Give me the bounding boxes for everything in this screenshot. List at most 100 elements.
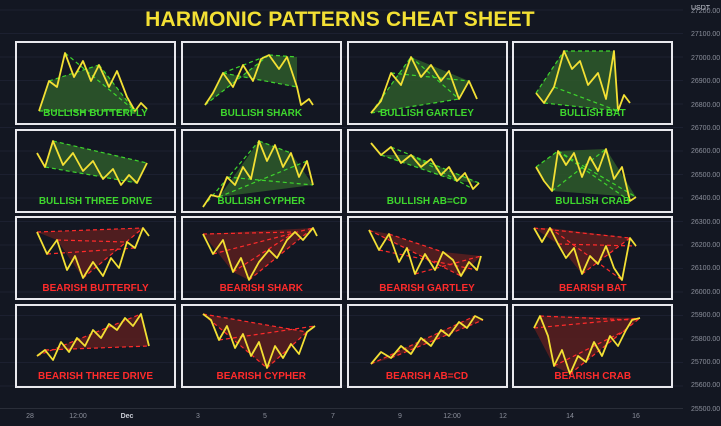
pattern-label: BULLISH BAT	[559, 108, 626, 119]
time-axis[interactable]: 28 12:00 Dec 3 5 7 9 12:00 12 14 16	[0, 408, 683, 426]
pattern-dashed-line	[540, 314, 633, 321]
price-tick: 25500.00	[691, 405, 721, 413]
pattern-dashed-line	[558, 243, 637, 247]
price-line	[533, 314, 641, 375]
pattern-dashed-line	[380, 153, 457, 182]
pattern-chart	[36, 139, 148, 186]
pattern-label: BULLISH BUTTERFLY	[43, 108, 148, 119]
price-tick: 27200.00	[691, 8, 721, 15]
pattern-fill	[202, 313, 307, 368]
price-line	[535, 147, 637, 202]
pattern-fill	[534, 228, 631, 274]
pattern-dashed-line	[218, 324, 315, 341]
time-tick: 12:00	[443, 413, 461, 420]
pattern-dashed-line	[569, 317, 641, 374]
pattern-label: BEARISH BUTTERFLY	[42, 283, 149, 294]
pattern-dashed-line	[44, 344, 150, 351]
pattern-chart	[38, 52, 148, 112]
pattern-cell: BULLISH AB=CD	[346, 128, 508, 213]
pattern-label: BEARISH BAT	[558, 283, 627, 294]
pattern-label: BULLISH GARTLEY	[380, 108, 474, 119]
price-tick: 27100.00	[691, 31, 721, 39]
pattern-chart	[202, 312, 316, 369]
price-tick: 26300.00	[691, 218, 721, 226]
pattern-chart	[36, 227, 150, 279]
price-line	[36, 227, 150, 279]
price-tick: 26000.00	[691, 288, 721, 296]
pattern-dashed-line	[52, 139, 148, 164]
price-line	[201, 227, 318, 281]
price-line	[369, 56, 478, 114]
pattern-label: BEARISH AB=CD	[385, 370, 469, 382]
page-title: HARMONIC PATTERNS CHEAT SHEET	[145, 8, 535, 31]
pattern-dashed-line	[36, 227, 144, 233]
pattern-cell: BEARISH THREE DRIVE	[15, 303, 176, 388]
pattern-fill	[536, 148, 637, 197]
price-tick: 26700.00	[691, 125, 721, 132]
pattern-fill	[368, 230, 481, 276]
time-tick: 28	[26, 413, 34, 420]
pattern-cell: BULLISH CRAB	[512, 128, 674, 213]
pattern-label: BULLISH CRAB	[555, 195, 631, 207]
pattern-cell: BULLISH THREE DRIVE	[15, 128, 176, 213]
pattern-cell: BEARISH BUTTERFLY	[15, 216, 176, 300]
pattern-dashed-line	[218, 159, 307, 198]
pattern-cell: BULLISH BAT	[512, 41, 674, 125]
pattern-dashed-line	[222, 72, 297, 88]
time-tick: 12:00	[69, 413, 87, 420]
price-tick: 25600.00	[691, 382, 721, 390]
pattern-fill	[218, 140, 313, 197]
pattern-label: BEARISH THREE DRIVE	[37, 370, 153, 382]
time-tick: Dec	[120, 413, 134, 420]
price-tick: 26800.00	[691, 101, 721, 109]
price-tick: 26400.00	[691, 195, 721, 203]
pattern-cell: BULLISH GARTLEY	[346, 41, 508, 125]
pattern-cell: BULLISH CYPHER	[180, 128, 342, 213]
pattern-label: BEARISH GARTLEY	[379, 283, 475, 294]
pattern-fill	[39, 65, 135, 111]
pattern-dashed-line	[390, 72, 469, 82]
pattern-label: BULLISH THREE DRIVE	[38, 195, 153, 207]
pattern-dashed-line	[226, 175, 313, 186]
price-tick: 26600.00	[691, 148, 721, 156]
pattern-dashed-line	[202, 312, 307, 333]
pattern-dashed-line	[232, 231, 296, 273]
price-tick: 27000.00	[691, 54, 721, 62]
pattern-dashed-line	[535, 50, 565, 94]
pattern-dashed-line	[82, 227, 144, 279]
price-line	[533, 227, 637, 281]
time-tick: 9	[398, 413, 402, 420]
pattern-fill	[204, 55, 297, 105]
pattern-dashed-line	[410, 153, 473, 190]
pattern-fill	[202, 228, 313, 280]
pattern-fill	[370, 57, 469, 113]
pattern-dashed-line	[534, 316, 641, 329]
time-tick: 16	[632, 413, 640, 420]
time-tick: 3	[196, 413, 200, 420]
time-tick: 7	[331, 413, 335, 420]
pattern-chart	[535, 147, 637, 202]
pattern-grid: BULLISH BUTTERFLY BULLISH SHARK BULLISH GA…	[15, 41, 678, 391]
price-tick: 26900.00	[691, 78, 721, 86]
pattern-chart	[367, 229, 482, 277]
price-tick: 25700.00	[691, 359, 721, 366]
price-axis[interactable]: USDT 27200.00 27100.00 27000.00 26900.00 268…	[683, 0, 721, 413]
pattern-label: BULLISH AB=CD	[386, 195, 468, 207]
pattern-dashed-line	[554, 86, 619, 112]
pattern-cell: BEARISH BAT	[512, 216, 674, 300]
pattern-fill	[45, 140, 147, 183]
pattern-label: BEARISH CRAB	[554, 370, 632, 382]
pattern-dashed-line	[64, 52, 136, 112]
price-axis-unit: USDT	[691, 5, 711, 12]
pattern-chart	[535, 50, 631, 112]
pattern-label: BULLISH CYPHER	[217, 195, 306, 207]
pattern-chart	[369, 56, 478, 114]
price-line	[204, 54, 314, 106]
pattern-fill	[536, 51, 619, 111]
pattern-fill	[37, 228, 143, 278]
price-line	[367, 229, 482, 277]
pattern-dashed-line	[390, 318, 483, 359]
pattern-dashed-line	[581, 237, 631, 275]
price-tick: 25900.00	[691, 312, 721, 320]
pattern-dashed-line	[44, 165, 138, 184]
